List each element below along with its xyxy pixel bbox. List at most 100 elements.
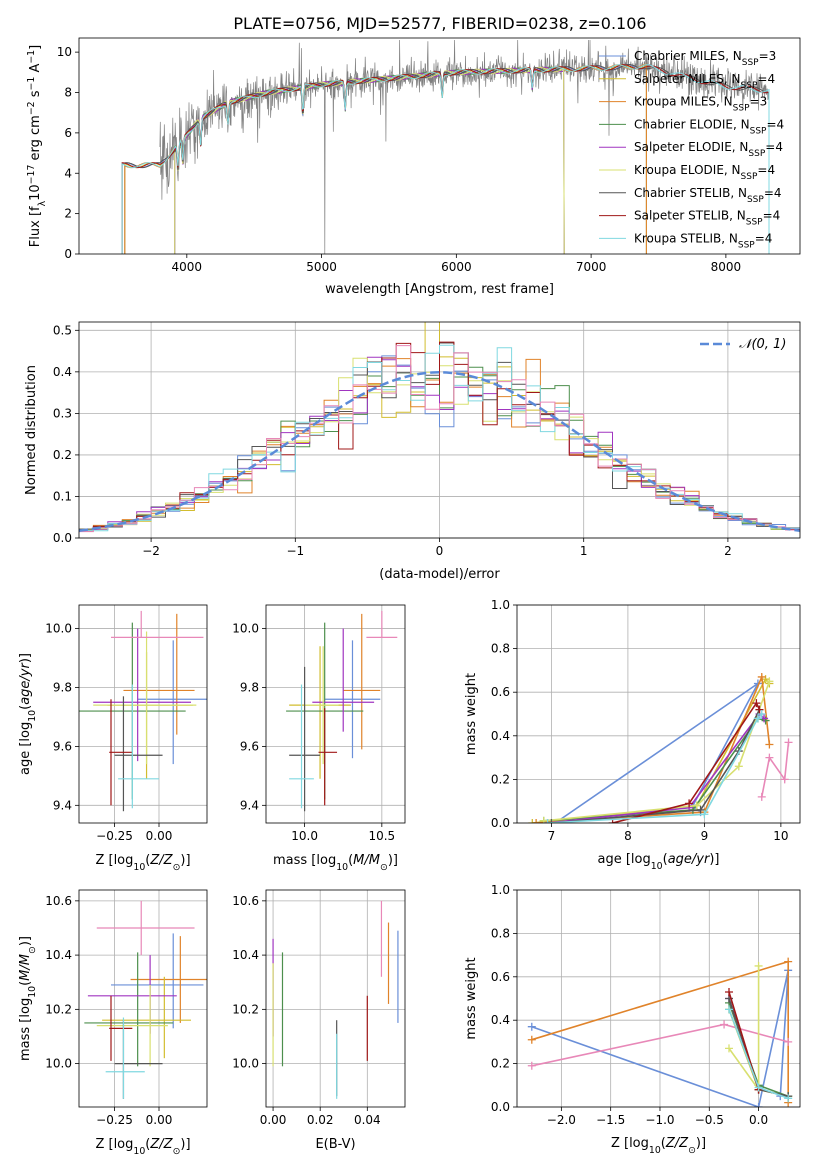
residuals-panel: −2 −1 0 1 2 0.0 0.1 0.2 0.3 0.4 0.5 𝒩(0, 1) (data-mo… <box>24 321 801 582</box>
x-axis-label: wavelength [Angstrom, rest frame] <box>325 282 554 297</box>
label-part: log <box>114 853 134 868</box>
y-tick-label: 0.3 <box>53 406 72 420</box>
legend-sub: SSP <box>741 81 758 91</box>
model-spectrum-line <box>174 66 565 254</box>
weight-marker <box>527 1061 536 1070</box>
weight-marker <box>685 799 694 808</box>
weight-marker <box>765 677 774 686</box>
x-tick-label: −0.5 <box>695 1113 724 1127</box>
label-part: A <box>28 64 43 77</box>
plot-area <box>286 610 398 812</box>
x-tick-label: 7000 <box>576 260 607 274</box>
axes-frame <box>78 321 801 539</box>
weight-marker <box>528 819 537 823</box>
label-part: ( <box>145 1137 150 1152</box>
label-part: )] <box>18 936 33 946</box>
legend-tail: =4 <box>764 186 782 200</box>
axes: −2.0 −1.5 −1.0 −0.5 0.0 0.0 0.2 0.4 0.6 0.8 1.0 Z [… <box>464 883 801 1156</box>
y-tick-label: 0.2 <box>491 1057 510 1071</box>
x-axis-label: Z [log10(Z/Z⊙)] <box>611 1136 706 1156</box>
plot-area <box>84 900 207 1099</box>
axes-frame <box>516 604 801 824</box>
weight-marker <box>532 819 541 823</box>
legend-text: Chabrier MILES, N <box>634 49 742 63</box>
label-part: ( <box>18 705 33 710</box>
y-tick-label: 1.0 <box>491 598 510 612</box>
weight-marker <box>734 762 743 771</box>
axes-frame <box>78 37 801 255</box>
legend-sub: SSP <box>748 149 765 159</box>
x-tick-label: 6000 <box>441 260 472 274</box>
label-part: Normed distribution <box>24 365 39 495</box>
x-tick-label: 4000 <box>172 260 203 274</box>
label-part: λ <box>37 200 48 206</box>
x-tick-label: −0.25 <box>96 829 133 843</box>
y-tick-label: 10.0 <box>232 1057 259 1071</box>
plot-area <box>528 672 793 823</box>
legend-text: Chabrier STELIB, N <box>634 186 747 200</box>
label-part: 10 <box>651 861 663 872</box>
y-tick-label: 0.4 <box>491 729 510 743</box>
y-tick-label: 10.2 <box>45 1002 72 1016</box>
weight-marker <box>720 1020 729 1029</box>
axes: 10.0 10.5 9.4 9.6 9.8 10.0 mass [log10(M/M⊙)] <box>232 604 406 873</box>
label-part: 10 <box>27 986 38 998</box>
y-tick-label: 10.6 <box>45 894 72 908</box>
weight-line <box>543 717 766 822</box>
y-tick-label: 0 <box>64 247 72 261</box>
y-tick-label: 9.8 <box>240 680 259 694</box>
x-tick-label: −1.0 <box>645 1113 674 1127</box>
label-part: 10 <box>133 862 145 873</box>
label-part: ⊙ <box>173 1146 181 1157</box>
legend-sub: SSP <box>733 104 750 114</box>
label-part: erg cm <box>28 115 43 164</box>
y-tick-label: 0.6 <box>491 685 510 699</box>
legend-sub: SSP <box>746 218 763 228</box>
weight-marker <box>725 987 734 996</box>
residual-histogram <box>79 322 800 533</box>
grid <box>266 890 405 1107</box>
weight-marker <box>757 792 766 801</box>
x-tick-label: −0.25 <box>96 1113 133 1127</box>
weight-line <box>547 713 763 823</box>
weight-line <box>551 709 761 823</box>
legend-tail: =4 <box>757 72 775 86</box>
legend: 𝒩(0, 1) <box>700 337 786 352</box>
x-tick-label: 0.00 <box>146 829 173 843</box>
label-part: age/yr <box>18 661 33 704</box>
weight-marker <box>700 810 709 819</box>
legend-label: Chabrier MILES, NSSP=3 <box>634 49 776 68</box>
weight-marker <box>784 1094 793 1103</box>
y-tick-label: 0.0 <box>53 531 72 545</box>
label-part: log <box>631 852 651 867</box>
weight-marker <box>754 1083 763 1092</box>
label-part: Flux [f <box>28 206 43 247</box>
label-part: wavelength [Angstrom, rest frame] <box>325 282 554 297</box>
y-tick-label: 0.5 <box>53 323 72 337</box>
label-part: age [ <box>597 852 630 867</box>
x-tick-label: −2 <box>142 544 160 558</box>
weight-marker <box>752 699 761 708</box>
x-tick-label: 10 <box>773 829 788 843</box>
plot-area <box>272 900 399 1099</box>
y-tick-label: 9.8 <box>53 680 72 694</box>
x-tick-label: 1 <box>580 544 588 558</box>
label-part: 10 <box>649 1145 661 1156</box>
model-spectrum-line <box>121 64 770 254</box>
weight-marker <box>696 805 705 814</box>
mass-vs-ebv-panel: 0.00 0.02 0.04 10.0 10.2 10.4 10.6 E(B-V) <box>232 889 406 1152</box>
label-part: (data-model)/error <box>379 567 500 582</box>
legend-text: Kroupa STELIB, N <box>634 231 738 245</box>
weight-marker <box>753 714 762 723</box>
legend-sub: SSP <box>738 240 755 250</box>
label-part: −1 <box>26 50 37 64</box>
label-part: )] <box>388 853 398 868</box>
label-part: −17 <box>26 165 37 185</box>
model-spectrum-line <box>121 64 770 254</box>
x-tick-label: 0.00 <box>146 1113 173 1127</box>
x-tick-label: 0.04 <box>354 1113 381 1127</box>
label-part: −2 <box>26 101 37 115</box>
